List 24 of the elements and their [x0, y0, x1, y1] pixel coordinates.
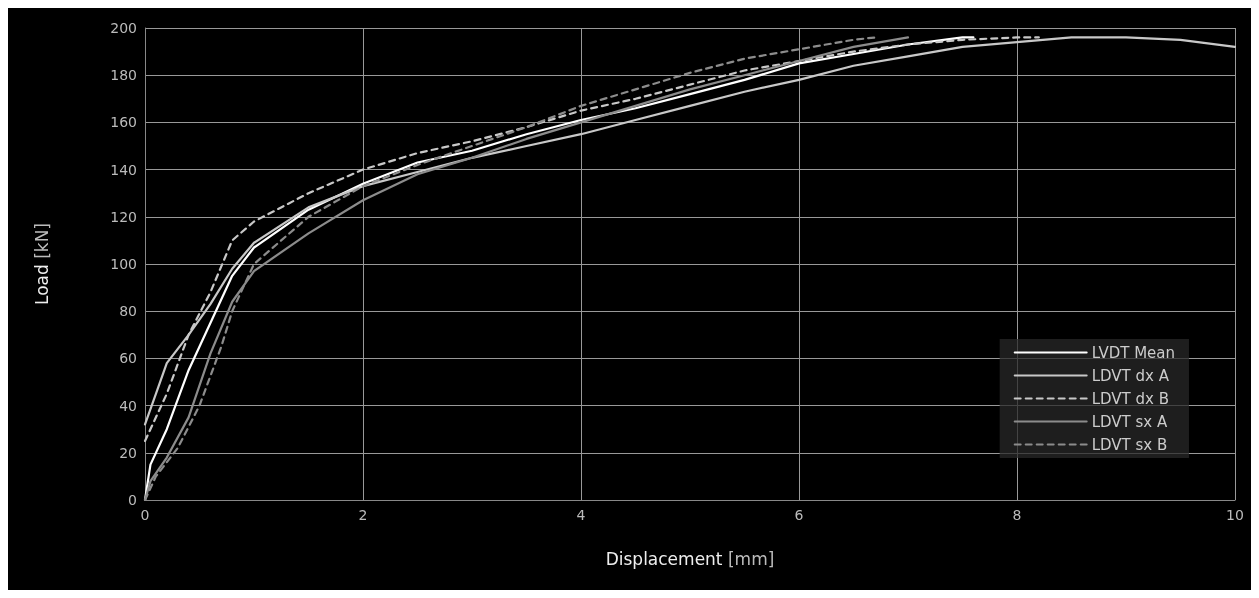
y-tick-label: 80: [119, 303, 137, 320]
x-tick-label: 0: [140, 507, 150, 523]
x-tick-label: 2: [358, 507, 368, 523]
y-tick-label: 20: [119, 444, 137, 461]
y-tick-label: 160: [110, 114, 137, 131]
y-tick-label: 100: [110, 256, 137, 272]
legend-label: LDVT dx A: [1091, 366, 1170, 385]
x-tick-label: 8: [1012, 507, 1022, 523]
x-tick-label: 6: [794, 507, 804, 523]
y-tick-label: 40: [119, 397, 137, 414]
y-tick-label: 120: [110, 208, 137, 225]
legend-label: LVDT Mean: [1091, 343, 1176, 362]
x-tick-label: 10: [1226, 507, 1244, 523]
y-tick-label: 200: [110, 20, 137, 36]
y-tick-label: 140: [110, 161, 137, 178]
y-tick-label: 180: [110, 67, 137, 84]
legend-label: LDVT dx B: [1091, 389, 1169, 408]
legend-label: LDVT sx B: [1091, 435, 1168, 454]
y-tick-label: 60: [119, 350, 137, 367]
legend-label: LDVT sx A: [1091, 412, 1168, 431]
x-axis-title: Displacement [mm]: [605, 548, 775, 569]
x-tick-label: 4: [576, 507, 586, 523]
y-tick-label: 0: [128, 492, 137, 508]
y-axis-title: Load [kN]: [31, 222, 52, 306]
